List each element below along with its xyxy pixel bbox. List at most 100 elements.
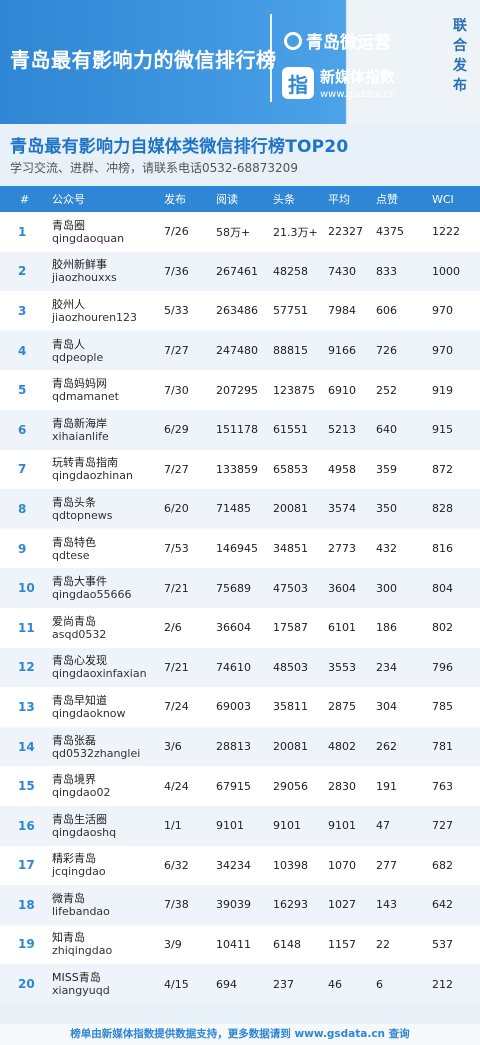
wci-cell: 1000 xyxy=(432,264,460,278)
reads-cell: 75689 xyxy=(216,581,251,595)
rank-cell: 10 xyxy=(18,581,35,596)
average-cell: 6101 xyxy=(328,621,356,635)
col-header-headline: 头条 xyxy=(273,193,295,206)
rank-cell: 3 xyxy=(18,303,27,318)
account-name: 青岛早知道 xyxy=(52,693,107,707)
wci-cell: 785 xyxy=(432,700,453,714)
likes-cell: 350 xyxy=(376,502,397,516)
likes-cell: 640 xyxy=(376,423,397,437)
wci-cell: 682 xyxy=(432,858,453,872)
likes-cell: 833 xyxy=(376,264,397,278)
col-header-likes: 点赞 xyxy=(376,193,398,206)
account-cell: 青岛妈妈网 qdmamanet xyxy=(52,370,164,410)
wci-cell: 212 xyxy=(432,977,453,991)
account-cell: 知青岛 zhiqingdao xyxy=(52,925,164,965)
publish-cell: 7/38 xyxy=(164,898,189,912)
header-banner: 青岛最有影响力的微信排行榜 青岛微运营 指 新媒体指数 www.gsdata.c… xyxy=(0,0,480,124)
col-header-reads: 阅读 xyxy=(216,193,238,206)
publish-cell: 4/15 xyxy=(164,977,189,991)
likes-cell: 432 xyxy=(376,542,397,556)
wci-cell: 915 xyxy=(432,423,453,437)
account-id: qingdaoxinfaxian xyxy=(52,667,147,681)
publish-cell: 7/53 xyxy=(164,542,189,556)
rank-cell: 13 xyxy=(18,699,35,714)
publish-cell: 2/6 xyxy=(164,621,182,635)
rank-cell: 5 xyxy=(18,383,27,398)
account-cell: 青岛人 qdpeople xyxy=(52,331,164,371)
account-cell: 青岛心发现 qingdaoxinfaxian xyxy=(52,648,164,688)
average-cell: 2830 xyxy=(328,779,356,793)
likes-cell: 726 xyxy=(376,344,397,358)
publish-cell: 7/27 xyxy=(164,344,189,358)
table-row: 1 青岛圈 qingdaoquan 7/26 58万+ 21.3万+ 22327 4375 12… xyxy=(0,212,480,252)
rank-cell: 20 xyxy=(18,977,35,992)
wci-cell: 970 xyxy=(432,344,453,358)
wci-cell: 642 xyxy=(432,898,453,912)
brand-primary-label: 青岛微运营 xyxy=(306,33,391,53)
account-id: qingdaoquan xyxy=(52,231,125,245)
headline-cell: 47503 xyxy=(273,581,308,595)
average-cell: 6910 xyxy=(328,383,356,397)
account-name: 青岛特色 xyxy=(52,535,96,549)
reads-cell: 74610 xyxy=(216,660,251,674)
average-cell: 4958 xyxy=(328,462,356,476)
brand-ring-icon xyxy=(284,31,302,50)
rank-cell: 9 xyxy=(18,541,27,556)
banner-divider xyxy=(270,14,272,102)
reads-cell: 207295 xyxy=(216,383,258,397)
likes-cell: 252 xyxy=(376,383,397,397)
account-id: jiaozhouren123 xyxy=(52,310,138,324)
table-row: 9 青岛特色 qdtese 7/53 146945 34851 2773 432 816 xyxy=(0,528,480,569)
average-cell: 2773 xyxy=(328,542,356,556)
col-header-account: 公众号 xyxy=(52,193,85,206)
account-name: 胶州新鲜事 xyxy=(52,258,107,272)
rank-cell: 8 xyxy=(18,501,27,516)
headline-cell: 65853 xyxy=(273,462,308,476)
headline-cell: 61551 xyxy=(273,423,308,437)
brand-gsdata: 指 新媒体指数 www.gsdata.cn xyxy=(282,66,396,100)
account-name: 青岛圈 xyxy=(52,218,85,232)
reads-cell: 34234 xyxy=(216,858,251,872)
account-name: 青岛人 xyxy=(52,337,85,351)
account-id: lifebandao xyxy=(52,904,110,918)
table-row: 14 青岛张磊 qd0532zhanglei 3/6 28813 20081 4802 262… xyxy=(0,726,480,767)
publish-cell: 1/1 xyxy=(164,819,182,833)
account-id: jiaozhouxxs xyxy=(52,271,117,285)
rank-cell: 15 xyxy=(18,779,35,794)
likes-cell: 22 xyxy=(376,937,390,951)
rank-cell: 17 xyxy=(18,858,35,873)
account-name: MISS青岛 xyxy=(52,971,101,985)
average-cell: 3574 xyxy=(328,502,356,516)
publish-cell: 7/24 xyxy=(164,700,189,714)
likes-cell: 304 xyxy=(376,700,397,714)
heading-section: 青岛最有影响力自媒体类微信排行榜TOP20 学习交流、进群、冲榜，请联系电话05… xyxy=(0,124,480,176)
col-header-wci: WCI xyxy=(432,192,454,206)
account-name: 青岛境界 xyxy=(52,773,96,787)
account-name: 青岛头条 xyxy=(52,495,96,509)
rank-cell: 16 xyxy=(18,818,35,833)
reads-cell: 36604 xyxy=(216,621,251,635)
table-row: 18 微青岛 lifebandao 7/38 39039 16293 1027 143 642 xyxy=(0,885,480,925)
reads-cell: 71485 xyxy=(216,502,251,516)
headline-cell: 20081 xyxy=(273,740,308,754)
brand-secondary-label: 新媒体指数 xyxy=(320,68,396,86)
gsdata-logo-icon: 指 xyxy=(282,67,314,99)
average-cell: 3604 xyxy=(328,581,356,595)
reads-cell: 10411 xyxy=(216,937,251,951)
table-row: 4 青岛人 qdpeople 7/27 247480 88815 9166 726 970 xyxy=(0,330,480,371)
rank-cell: 14 xyxy=(18,739,35,754)
headline-cell: 10398 xyxy=(273,858,308,872)
account-id: xihaianlife xyxy=(52,429,109,443)
reads-cell: 9101 xyxy=(216,819,244,833)
account-name: 微青岛 xyxy=(52,891,85,905)
account-cell: 微青岛 lifebandao xyxy=(52,885,164,925)
account-cell: 青岛生活圈 qingdaoshq xyxy=(52,806,164,846)
account-id: qingdaoknow xyxy=(52,706,126,720)
reads-cell: 263486 xyxy=(216,304,258,318)
account-cell: 青岛境界 qingdao02 xyxy=(52,766,164,806)
publish-cell: 7/30 xyxy=(164,383,189,397)
publish-cell: 7/21 xyxy=(164,660,189,674)
headline-cell: 17587 xyxy=(273,621,308,635)
table-row: 12 青岛心发现 qingdaoxinfaxian 7/21 74610 48503 355… xyxy=(0,647,480,688)
publish-cell: 7/36 xyxy=(164,264,189,278)
